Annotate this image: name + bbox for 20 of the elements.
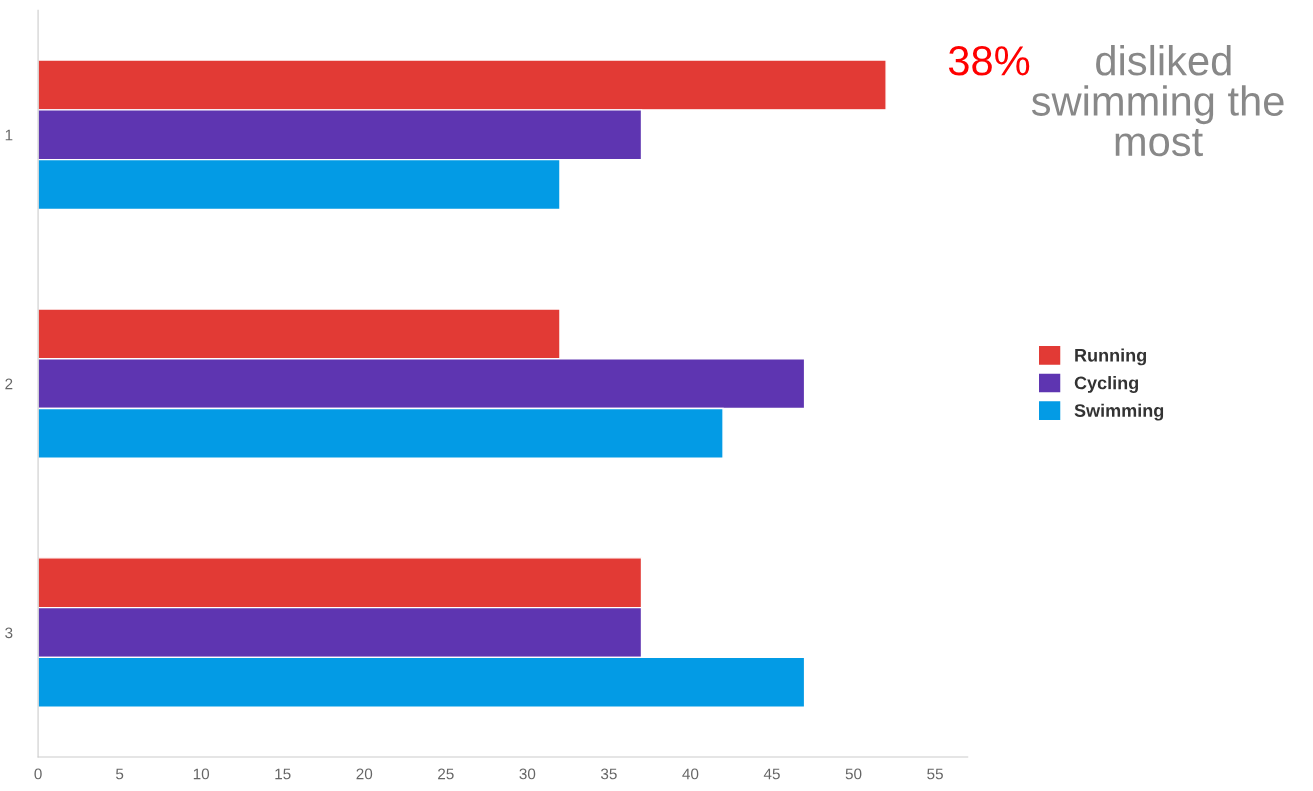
- legend-label: Swimming: [1074, 403, 1164, 421]
- x-tick-label: 40: [682, 768, 699, 780]
- x-tick-label: 20: [356, 768, 373, 780]
- y-tick-label: 3: [5, 627, 13, 639]
- y-tick-label: 1: [5, 129, 13, 141]
- x-tick-label: 30: [519, 768, 536, 780]
- x-tick-label: 50: [845, 768, 862, 780]
- text: disliked swimming the most: [1031, 44, 1284, 157]
- x-tick-label: 10: [193, 768, 210, 780]
- x-tick-label: 35: [600, 768, 617, 780]
- x-tick-label: 0: [34, 768, 42, 780]
- annotation: 38%: [948, 46, 1030, 76]
- y-tick-label: 2: [5, 378, 13, 390]
- x-tick-label: 15: [275, 768, 291, 780]
- x-tick-label: 45: [763, 768, 780, 780]
- x-tick-label: 55: [927, 768, 943, 780]
- legend-label: Running: [1075, 348, 1147, 366]
- legend-label: Cycling: [1074, 376, 1139, 393]
- x-tick-label: 5: [115, 768, 124, 780]
- x-tick-label: 25: [438, 768, 454, 780]
